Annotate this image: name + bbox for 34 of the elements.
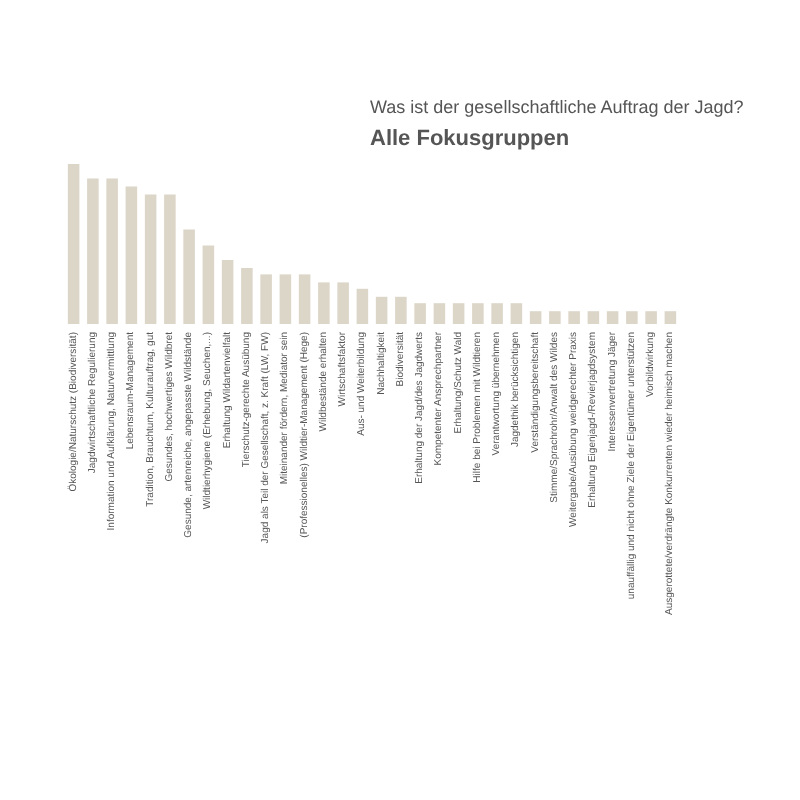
bar bbox=[433, 303, 446, 324]
bar bbox=[144, 194, 157, 324]
bar bbox=[298, 274, 311, 324]
bar bbox=[375, 296, 388, 324]
bar bbox=[356, 288, 369, 324]
bar bbox=[183, 229, 195, 324]
bar bbox=[510, 303, 523, 324]
bar bbox=[529, 311, 542, 324]
bar bbox=[452, 303, 465, 324]
bar bbox=[221, 260, 234, 324]
bar bbox=[260, 274, 272, 324]
bar bbox=[318, 282, 330, 324]
bar bbox=[472, 303, 484, 324]
bar bbox=[626, 311, 638, 324]
bar bbox=[568, 311, 580, 324]
bar bbox=[414, 303, 426, 324]
bar bbox=[202, 245, 215, 324]
bar bbox=[645, 311, 657, 324]
bar bbox=[87, 178, 99, 324]
bar bbox=[67, 164, 80, 324]
bar bbox=[164, 194, 176, 324]
bar bbox=[491, 303, 503, 324]
bar bbox=[125, 186, 138, 324]
bar bbox=[106, 178, 118, 324]
bar bbox=[549, 311, 561, 324]
bar bbox=[664, 311, 677, 324]
chart-title: Was ist der gesellschaftliche Auftrag der Jagd? bbox=[370, 97, 744, 117]
chart-subtitle: Alle Fokusgruppen bbox=[370, 127, 570, 151]
bar bbox=[606, 311, 619, 324]
bar bbox=[337, 282, 349, 324]
bar bbox=[241, 268, 253, 324]
bar bbox=[395, 296, 407, 324]
bar bbox=[279, 274, 292, 324]
bar bbox=[587, 311, 600, 324]
